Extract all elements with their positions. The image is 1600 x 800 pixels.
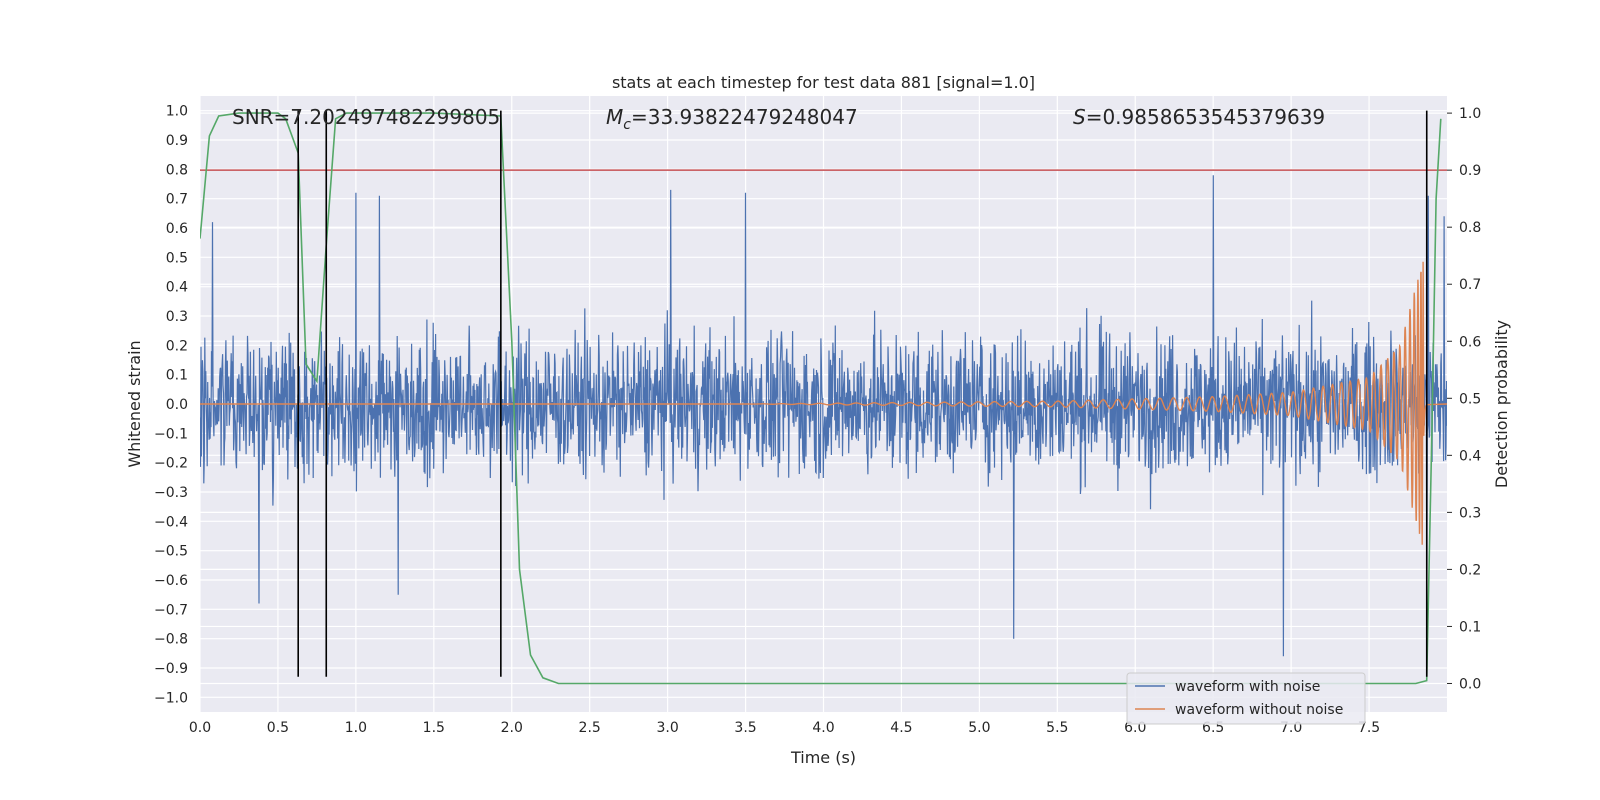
chirp-mass-subscript: c — [623, 117, 631, 133]
x-tick-label: 3.0 — [656, 720, 678, 736]
y-tick-label: 0.3 — [166, 309, 188, 325]
plot-area — [200, 110, 1447, 685]
score-value: =0.9858653545379639 — [1086, 105, 1325, 129]
y-tick-label: −1.0 — [154, 690, 188, 706]
chirp-mass-annotation: Mc=33.93822479248047 — [606, 105, 858, 133]
y-tick-label: −0.8 — [154, 632, 188, 648]
y-right-tick-label: 0.3 — [1459, 505, 1481, 521]
y-tick-label: −0.3 — [154, 485, 188, 501]
noisy-waveform-line — [200, 175, 1447, 657]
y-tick-label: 1.0 — [166, 104, 188, 120]
y-tick-label: 0.8 — [166, 162, 188, 178]
y-right-tick-label: 0.1 — [1459, 619, 1481, 635]
x-tick-label: 2.0 — [501, 720, 523, 736]
x-tick-label: 5.0 — [968, 720, 990, 736]
score-symbol: S — [1073, 105, 1086, 129]
x-tick-label: 3.5 — [734, 720, 756, 736]
score-annotation: S=0.9858653545379639 — [1073, 105, 1325, 129]
y-tick-label: −0.7 — [154, 602, 188, 618]
x-tick-label: 4.5 — [890, 720, 912, 736]
y-tick-label: 0.6 — [166, 221, 188, 237]
y-right-tick-label: 0.0 — [1459, 676, 1481, 692]
chirp-mass-symbol: M — [606, 105, 623, 129]
y-right-tick-labels: 1.0 0.9 0.8 0.7 0.6 0.5 0.4 0.3 0.2 0.1 0.0 — [1447, 106, 1481, 692]
y-tick-labels: 1.0 0.9 0.8 0.7 0.6 0.5 0.4 0.3 0.2 0.1 0.0 −0.1 −0.… — [154, 104, 188, 707]
x-axis-label: Time (s) — [790, 748, 856, 767]
y-tick-label: 0.1 — [166, 368, 188, 384]
x-tick-labels: 0.0 0.5 1.0 1.5 2.0 2.5 3.0 3.5 4.0 4.5 5.0 5.5 6.0 6… — [189, 720, 1380, 736]
x-tick-label: 0.5 — [267, 720, 289, 736]
y-right-tick-label: 0.5 — [1459, 391, 1481, 407]
chirp-mass-value: =33.93822479248047 — [631, 105, 858, 129]
legend-label-noise: waveform with noise — [1175, 679, 1320, 695]
y-tick-label: 0.4 — [166, 280, 188, 296]
y-tick-label: 0.9 — [166, 133, 188, 149]
x-tick-label: 2.5 — [579, 720, 601, 736]
y-right-tick-label: 0.9 — [1459, 163, 1481, 179]
x-tick-label: 0.0 — [189, 720, 211, 736]
chart-title: stats at each timestep for test data 881… — [612, 73, 1035, 92]
x-tick-label: 1.5 — [423, 720, 445, 736]
y-tick-label: −0.6 — [154, 573, 188, 589]
snr-annotation: SNR=7.202497482299805 — [232, 105, 500, 129]
y-tick-label: 0.2 — [166, 338, 188, 354]
legend-box — [1126, 672, 1366, 725]
y-tick-label: −0.1 — [154, 426, 188, 442]
y-tick-label: −0.4 — [154, 514, 188, 530]
y-right-tick-label: 0.2 — [1459, 562, 1481, 578]
legend: waveform with noise waveform without noi… — [1126, 672, 1366, 725]
x-tick-label: 5.5 — [1046, 720, 1068, 736]
x-tick-label: 1.0 — [345, 720, 367, 736]
y-tick-label: −0.5 — [154, 544, 188, 560]
y-axis-label: Whitened strain — [125, 340, 144, 467]
y-tick-label: 0.0 — [166, 397, 188, 413]
y-right-tick-label: 0.4 — [1459, 448, 1481, 464]
clean-waveform-line — [200, 261, 1447, 545]
y-tick-label: 0.7 — [166, 192, 188, 208]
y-right-tick-label: 1.0 — [1459, 106, 1481, 122]
y-tick-label: 0.5 — [166, 250, 188, 266]
detection-probability-line — [200, 112, 1442, 685]
x-tick-label: 4.0 — [812, 720, 834, 736]
legend-label-clean: waveform without noise — [1175, 702, 1343, 718]
y-right-tick-label: 0.8 — [1459, 220, 1481, 236]
y-tick-label: −0.9 — [154, 661, 188, 677]
y-right-tick-label: 0.6 — [1459, 334, 1481, 350]
y-tick-label: −0.2 — [154, 456, 188, 472]
y-right-axis-label: Detection probability — [1492, 320, 1511, 488]
y-right-tick-label: 0.7 — [1459, 277, 1481, 293]
